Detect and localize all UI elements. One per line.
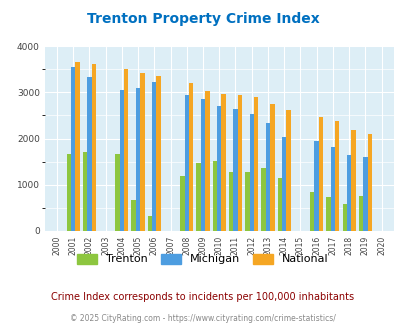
Text: Crime Index corresponds to incidents per 100,000 inhabitants: Crime Index corresponds to incidents per… xyxy=(51,292,354,302)
Bar xyxy=(75,62,79,231)
Bar xyxy=(87,77,91,231)
Bar xyxy=(237,95,241,231)
Bar xyxy=(71,67,75,231)
Bar xyxy=(91,64,96,231)
Bar xyxy=(330,147,334,231)
Bar xyxy=(245,172,249,231)
Text: © 2025 CityRating.com - https://www.cityrating.com/crime-statistics/: © 2025 CityRating.com - https://www.city… xyxy=(70,314,335,323)
Bar xyxy=(277,178,281,231)
Bar xyxy=(367,134,371,231)
Bar xyxy=(115,154,119,231)
Bar xyxy=(221,94,225,231)
Bar xyxy=(131,200,136,231)
Bar xyxy=(83,152,87,231)
Bar xyxy=(362,157,367,231)
Bar xyxy=(184,95,188,231)
Bar xyxy=(119,90,124,231)
Bar xyxy=(188,83,193,231)
Bar xyxy=(200,99,205,231)
Bar xyxy=(269,104,274,231)
Bar xyxy=(253,97,258,231)
Bar xyxy=(196,163,200,231)
Legend: Trenton, Michigan, National: Trenton, Michigan, National xyxy=(75,251,330,267)
Bar xyxy=(309,192,314,231)
Bar xyxy=(147,216,152,231)
Bar xyxy=(326,197,330,231)
Bar xyxy=(314,141,318,231)
Bar xyxy=(152,82,156,231)
Text: Trenton Property Crime Index: Trenton Property Crime Index xyxy=(86,12,319,25)
Bar xyxy=(233,109,237,231)
Bar xyxy=(124,69,128,231)
Bar xyxy=(334,120,339,231)
Bar xyxy=(281,137,286,231)
Bar xyxy=(261,168,265,231)
Bar xyxy=(136,88,140,231)
Bar xyxy=(318,117,322,231)
Bar xyxy=(249,114,253,231)
Bar xyxy=(180,176,184,231)
Bar xyxy=(156,76,160,231)
Bar xyxy=(350,130,355,231)
Bar xyxy=(228,172,233,231)
Bar xyxy=(358,196,362,231)
Bar xyxy=(346,155,350,231)
Bar xyxy=(205,90,209,231)
Bar xyxy=(342,204,346,231)
Bar xyxy=(66,154,71,231)
Bar xyxy=(286,111,290,231)
Bar xyxy=(265,123,269,231)
Bar xyxy=(140,73,144,231)
Bar xyxy=(212,161,217,231)
Bar xyxy=(217,106,221,231)
